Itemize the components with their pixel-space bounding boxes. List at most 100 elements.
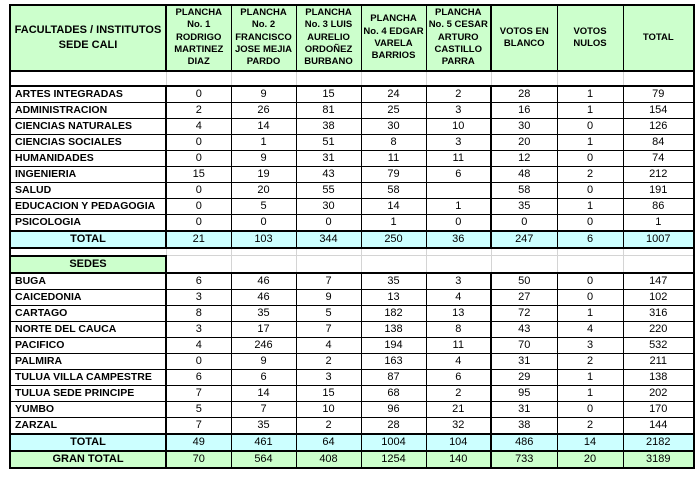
value-cell: 96	[360, 400, 427, 418]
value-cell: 38	[295, 117, 362, 135]
value-cell: 29	[490, 368, 558, 386]
value-cell: 7	[295, 271, 362, 290]
value-cell: 14	[230, 384, 297, 402]
value-cell: 25	[360, 101, 427, 119]
value-cell: 211	[622, 352, 695, 370]
value-cell: 1	[556, 133, 624, 151]
value-cell: 30	[360, 117, 427, 135]
value-cell: 46	[230, 288, 297, 306]
value-cell: 0	[556, 271, 624, 290]
total-value-cell: 103	[230, 229, 297, 249]
value-cell: 170	[622, 400, 695, 418]
grand-total-value-cell: 3189	[622, 449, 695, 469]
table-row: INGENIERIA 15 19 43 79 6 48 2 212	[9, 165, 695, 183]
value-cell: 84	[622, 133, 695, 151]
value-cell: 532	[622, 336, 695, 354]
spacer-cell	[622, 247, 695, 257]
value-cell: 9	[230, 149, 297, 167]
value-cell: 212	[622, 165, 695, 183]
value-cell: 3	[425, 133, 492, 151]
value-cell: 87	[360, 368, 427, 386]
value-cell: 0	[425, 213, 492, 232]
table-row: PSICOLOGIA 0 0 0 1 0 0 0 1	[9, 213, 695, 232]
value-cell: 8	[165, 304, 232, 322]
value-cell: 163	[360, 352, 427, 370]
spacer-cell	[425, 247, 492, 257]
value-cell: 14	[360, 197, 427, 215]
total-value-cell: 1007	[622, 229, 695, 249]
value-cell	[425, 181, 492, 199]
value-cell: 9	[230, 352, 297, 370]
value-cell: 2	[556, 165, 624, 183]
value-cell: 1	[425, 197, 492, 215]
value-cell: 3	[425, 271, 492, 290]
value-cell: 154	[622, 101, 695, 119]
value-cell: 4	[425, 288, 492, 306]
value-cell: 31	[490, 400, 558, 418]
value-cell: 1	[556, 197, 624, 215]
header-row: FACULTADES / INSTITUTOS SEDE CALI PLANCH…	[9, 4, 695, 72]
sedes-empty-cell	[165, 255, 232, 274]
spacer-cell	[295, 70, 362, 87]
value-cell: 1	[230, 133, 297, 151]
value-cell: 7	[165, 384, 232, 402]
value-cell: 16	[490, 101, 558, 119]
value-cell: 0	[556, 149, 624, 167]
value-cell: 21	[425, 400, 492, 418]
value-cell: 9	[230, 84, 297, 103]
spacer-cell	[165, 70, 232, 87]
value-cell: 6	[165, 271, 232, 290]
value-cell: 43	[295, 165, 362, 183]
table-row: HUMANIDADES 0 9 31 11 11 12 0 74	[9, 149, 695, 167]
sedes-empty-cell	[622, 255, 695, 274]
value-cell: 8	[425, 320, 492, 338]
table-row: PACIFICO 4 246 4 194 11 70 3 532	[9, 336, 695, 354]
value-cell: 6	[230, 368, 297, 386]
value-cell: 0	[556, 181, 624, 199]
spacer-cell	[360, 247, 427, 257]
value-cell: 6	[425, 368, 492, 386]
header-plancha-2: PLANCHA No. 2 FRANCISCO JOSE MEJIA PARDO	[230, 4, 297, 72]
value-cell: 58	[360, 181, 427, 199]
value-cell: 30	[295, 197, 362, 215]
value-cell: 86	[622, 197, 695, 215]
header-plancha-5: PLANCHA No. 5 CESAR ARTURO CASTILLO PARR…	[425, 4, 492, 72]
value-cell: 26	[230, 101, 297, 119]
value-cell: 3	[295, 368, 362, 386]
sedes-title-cell: SEDES	[9, 254, 167, 274]
value-cell: 182	[360, 304, 427, 322]
spacer-cell	[556, 247, 624, 257]
sedes-empty-cell	[556, 255, 624, 274]
value-cell: 13	[425, 304, 492, 322]
value-cell: 81	[295, 101, 362, 119]
row-label-cell: BUGA	[9, 271, 167, 290]
value-cell: 3	[165, 288, 232, 306]
value-cell: 43	[490, 320, 558, 338]
value-cell: 0	[165, 181, 232, 199]
value-cell: 0	[230, 213, 297, 232]
value-cell: 191	[622, 181, 695, 199]
value-cell: 220	[622, 320, 695, 338]
value-cell: 144	[622, 416, 695, 435]
row-label-cell: PACIFICO	[9, 336, 167, 354]
value-cell: 14	[230, 117, 297, 135]
row-label-cell: YUMBO	[9, 400, 167, 418]
value-cell: 194	[360, 336, 427, 354]
value-cell: 19	[230, 165, 297, 183]
spacer-cell	[230, 70, 297, 87]
sedes-empty-cell	[295, 255, 362, 274]
value-cell: 68	[360, 384, 427, 402]
value-cell: 3	[556, 336, 624, 354]
total-row: TOTAL 21 103 344 250 36 247 6 1007	[9, 229, 695, 249]
value-cell: 27	[490, 288, 558, 306]
grand-total-value-cell: 564	[230, 449, 297, 469]
value-cell: 0	[556, 288, 624, 306]
value-cell: 7	[295, 320, 362, 338]
table-row: CAICEDONIA 3 46 9 13 4 27 0 102	[9, 288, 695, 306]
value-cell: 20	[490, 133, 558, 151]
value-cell: 1	[622, 213, 695, 232]
value-cell: 28	[360, 416, 427, 435]
value-cell: 10	[295, 400, 362, 418]
table-row: TULUA VILLA CAMPESTRE 6 6 3 87 6 29 1 138	[9, 368, 695, 386]
